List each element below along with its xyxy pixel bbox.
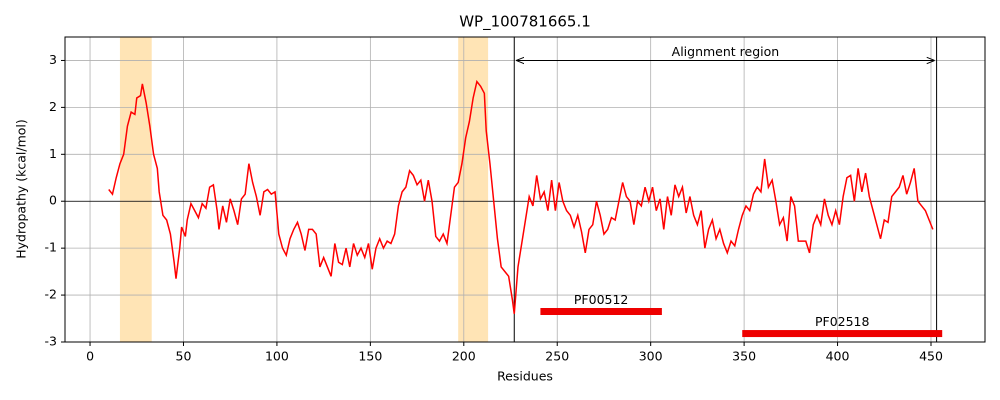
y-tick-label: 0 — [49, 193, 57, 208]
y-axis-label: Hydropathy (kcal/mol) — [14, 119, 29, 259]
domain-bar — [742, 330, 943, 338]
x-tick-label: 400 — [826, 349, 850, 364]
annotation-label: Alignment region — [672, 44, 780, 59]
chart-title: WP_100781665.1 — [459, 13, 591, 32]
x-tick-label: 50 — [176, 349, 192, 364]
y-tick-label: -3 — [45, 334, 57, 349]
domain-bar — [540, 308, 662, 315]
x-tick-label: 0 — [86, 349, 94, 364]
x-tick-label: 350 — [732, 349, 756, 364]
plot-frame — [64, 36, 986, 343]
x-tick-label: 300 — [639, 349, 663, 364]
x-tick-label: 100 — [265, 349, 289, 364]
x-axis-label: Residues — [497, 369, 553, 384]
domain-label: PF02518 — [815, 314, 870, 329]
x-tick-label: 250 — [545, 349, 569, 364]
y-tick-label: 3 — [49, 52, 57, 67]
y-tick-label: 1 — [49, 146, 57, 161]
hydropathy-line — [108, 79, 934, 314]
highlight-span — [119, 37, 152, 342]
x-tick-label: 150 — [358, 349, 382, 364]
x-tick-label: 200 — [452, 349, 476, 364]
y-tick-label: -1 — [45, 240, 57, 255]
y-tick-label: -2 — [45, 287, 57, 302]
domain-label: PF00512 — [574, 292, 629, 307]
x-tick-label: 450 — [919, 349, 943, 364]
y-tick-label: 2 — [49, 99, 57, 114]
highlight-span — [458, 37, 489, 342]
